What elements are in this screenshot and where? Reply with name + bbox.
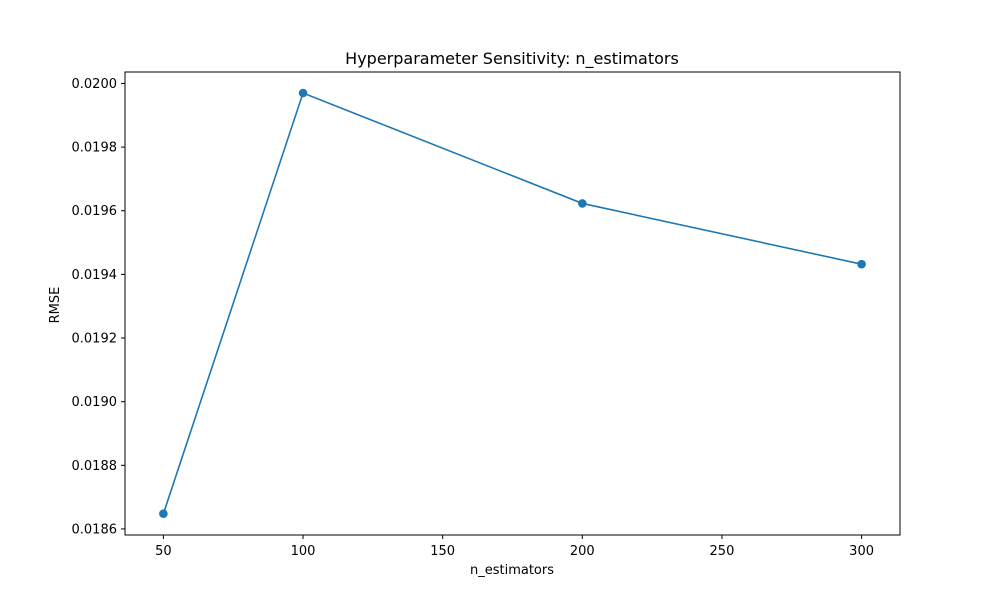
series-line — [162, 91, 862, 514]
y-tick-label: 0.0192 — [72, 332, 118, 347]
axes-frame — [124, 71, 901, 536]
plot-area: 50 100 150 200 250 300 0.0186 0.0188 0.0190 0.019… — [72, 71, 901, 559]
data-point — [159, 509, 168, 518]
y-tick-label: 0.0194 — [72, 268, 118, 283]
y-tick-label: 0.0186 — [72, 522, 118, 537]
x-tick-label: 100 — [291, 544, 316, 559]
data-point — [298, 88, 308, 98]
data-point — [578, 199, 587, 208]
y-tick-label: 0.0200 — [72, 77, 118, 92]
x-tick-label: 50 — [155, 544, 172, 559]
x-tick-label: 250 — [710, 544, 735, 559]
data-point — [857, 259, 866, 269]
y-axis-label: RMSE — [48, 287, 63, 324]
x-tick-label: 300 — [849, 544, 874, 559]
x-tick-label: 200 — [570, 544, 595, 559]
y-tick-label: 0.0198 — [72, 141, 118, 156]
chart-title: Hyperparameter Sensitivity: n_estimators — [345, 49, 679, 69]
x-tick-label: 150 — [430, 544, 455, 559]
y-tick-label: 0.0188 — [72, 459, 118, 474]
y-tick-label: 0.0190 — [72, 395, 118, 410]
y-tick-label: 0.0196 — [72, 204, 118, 219]
x-axis-label: n_estimators — [470, 563, 554, 578]
